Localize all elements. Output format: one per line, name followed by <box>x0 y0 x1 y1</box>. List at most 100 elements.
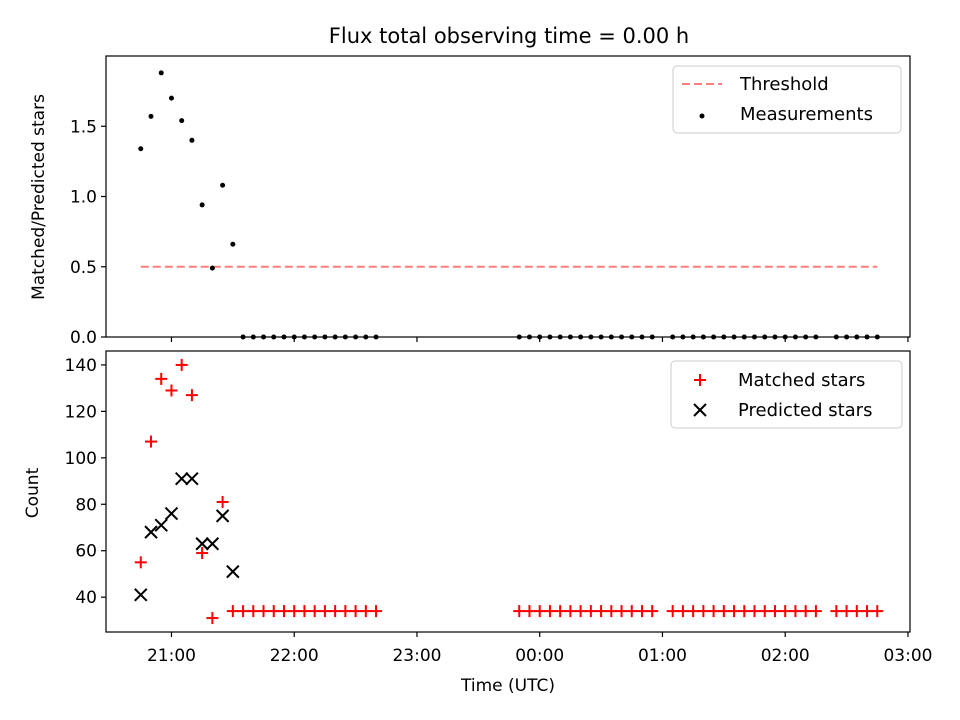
ratio-marks <box>138 70 880 340</box>
matched-star-point <box>605 605 618 618</box>
measurement-point <box>148 113 154 119</box>
matched-star-point <box>155 372 168 385</box>
matched-star-point <box>697 605 710 618</box>
measurement-point <box>189 137 195 143</box>
count-y-tick-label: 120 <box>65 402 97 422</box>
matched-star-point <box>308 605 321 618</box>
matched-star-point <box>145 435 158 448</box>
ratio-y-tick-label: 1.0 <box>70 188 97 208</box>
ratio-panel: 0.0 0.5 1.0 1.5 Matched/Predicted stars Thr… <box>29 55 911 348</box>
matched-star-point <box>318 605 331 618</box>
matched-star-point <box>339 605 352 618</box>
measurement-point <box>138 146 144 152</box>
measurement-point <box>199 202 205 208</box>
matched-star-point <box>830 605 843 618</box>
ratio-y-ticks: 0.0 0.5 1.0 1.5 <box>70 117 106 348</box>
ratio-y-tick-label: 0.5 <box>70 258 97 278</box>
chart-title: Flux total observing time = 0.00 h <box>329 24 689 48</box>
matched-star-point <box>226 605 239 618</box>
count-marks <box>134 358 884 625</box>
matched-star-point <box>267 605 280 618</box>
ratio-x-ticks <box>170 337 909 342</box>
matched-star-point <box>687 605 700 618</box>
matched-star-point <box>257 605 270 618</box>
measurement-point <box>158 70 164 76</box>
x-tick-label: 02:00 <box>761 646 810 666</box>
matched-star-point <box>748 605 761 618</box>
matched-star-point <box>533 605 546 618</box>
x-tick-label: 22:00 <box>270 646 319 666</box>
matched-star-point <box>564 605 577 618</box>
matched-star-point <box>717 605 730 618</box>
matched-star-point <box>595 605 608 618</box>
matched-star-point <box>646 605 659 618</box>
matched-star-point <box>666 605 679 618</box>
count-x-ticks: 21:00 22:00 23:00 00:00 01:00 02:00 03:00 <box>147 632 932 666</box>
matched-star-point <box>809 605 822 618</box>
count-y-tick-label: 80 <box>75 495 97 515</box>
matched-star-point <box>237 605 250 618</box>
measurement-point <box>230 241 236 247</box>
x-axis-label: Time (UTC) <box>460 676 555 696</box>
matched-star-point <box>523 605 536 618</box>
matched-star-point <box>768 605 781 618</box>
predicted-star-point <box>205 537 220 551</box>
matched-star-point <box>543 605 556 618</box>
matched-star-point <box>707 605 720 618</box>
matched-star-point <box>789 605 802 618</box>
predicted-star-point <box>144 525 158 539</box>
matched-star-point <box>216 495 229 508</box>
matched-star-point <box>349 605 362 618</box>
matched-star-point <box>615 605 628 618</box>
x-tick-label: 23:00 <box>392 646 441 666</box>
legend-matched-label: Matched stars <box>738 370 865 391</box>
predicted-star-point <box>164 506 179 521</box>
matched-star-point <box>584 605 597 618</box>
x-tick-label: 01:00 <box>638 646 687 666</box>
measurement-point <box>220 182 226 188</box>
matched-star-point <box>359 605 372 618</box>
count-y-tick-label: 100 <box>65 449 97 469</box>
ratio-legend: Threshold Measurements <box>672 65 902 134</box>
matched-star-point <box>206 612 219 625</box>
count-y-tick-label: 140 <box>65 356 97 376</box>
matched-star-point <box>738 605 751 618</box>
matched-star-point <box>676 605 689 618</box>
matched-star-point <box>840 605 853 618</box>
ratio-y-tick-label: 0.0 <box>70 328 97 348</box>
matched-star-point <box>298 605 311 618</box>
matched-star-point <box>850 605 863 618</box>
measurement-point <box>179 118 185 124</box>
matched-star-point <box>175 358 188 371</box>
matched-star-point <box>185 389 198 402</box>
matched-star-point <box>625 605 638 618</box>
predicted-star-point <box>154 518 168 532</box>
matched-star-point <box>574 605 587 618</box>
legend-threshold-label: Threshold <box>739 74 829 95</box>
measurement-point <box>168 95 174 101</box>
legend-measurements-swatch <box>699 113 705 119</box>
legend-measurements-label: Measurements <box>740 104 873 125</box>
matched-star-point <box>370 605 383 618</box>
matched-star-point <box>513 605 526 618</box>
matched-star-point <box>134 556 147 569</box>
ratio-y-axis-label: Matched/Predicted stars <box>29 94 49 300</box>
predicted-star-point <box>226 564 240 579</box>
matched-star-point <box>758 605 771 618</box>
count-y-tick-label: 40 <box>75 588 97 608</box>
matched-star-point <box>728 605 741 618</box>
matched-star-point <box>554 605 567 618</box>
matched-star-point <box>861 605 874 618</box>
matched-star-point <box>799 605 812 618</box>
predicted-star-point <box>215 509 230 523</box>
count-legend: Matched stars Predicted stars <box>670 360 903 429</box>
predicted-star-point <box>185 472 199 486</box>
predicted-star-point <box>195 537 209 551</box>
count-y-ticks: 40 60 80 100 120 140 <box>65 356 106 608</box>
count-y-axis-label: Count <box>23 467 43 518</box>
ratio-y-tick-label: 1.5 <box>70 117 97 137</box>
predicted-star-point <box>134 588 148 602</box>
matched-star-point <box>329 605 342 618</box>
count-y-tick-label: 60 <box>75 542 97 562</box>
matched-star-point <box>247 605 260 618</box>
